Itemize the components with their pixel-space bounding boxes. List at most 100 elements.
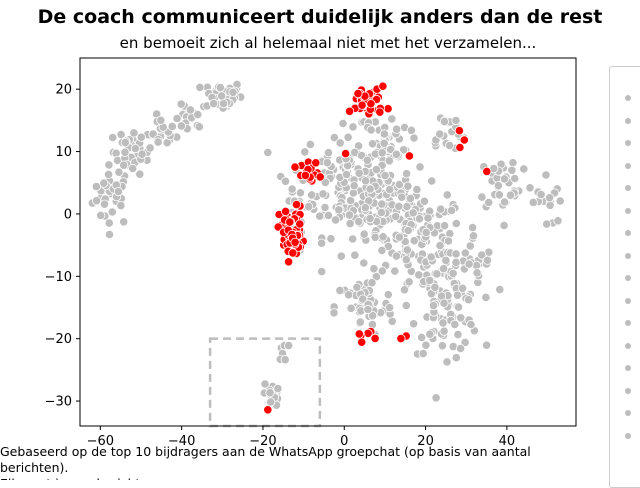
point-s0-548 [432, 269, 442, 279]
point-s1-925 [454, 126, 464, 136]
point-s0-141 [218, 99, 229, 109]
point-s0-302 [344, 210, 355, 220]
point-s0-64 [130, 143, 140, 154]
point-s0-103 [176, 121, 186, 131]
x-tick-label: −40 [168, 434, 195, 449]
point-s0-687 [387, 114, 397, 124]
point-s1-931 [354, 329, 364, 339]
point-s0-490 [451, 249, 461, 259]
point-s0-627 [508, 158, 518, 168]
legend-marker [625, 252, 631, 259]
point-s0-377 [365, 184, 375, 194]
point-s0-657 [493, 181, 503, 191]
point-s0-561 [451, 353, 461, 363]
point-s0-718 [348, 122, 358, 132]
point-s0-102 [194, 122, 204, 132]
point-s0-649 [525, 183, 535, 193]
point-s0-83 [153, 137, 163, 147]
point-s0-63 [137, 149, 147, 159]
point-s0-204 [300, 147, 310, 157]
point-s0-797 [280, 355, 290, 365]
x-tick-label: 40 [499, 434, 516, 449]
point-s0-522 [431, 393, 441, 403]
point-s0-566 [466, 319, 476, 330]
point-s0-142 [209, 99, 219, 109]
point-s1-912 [375, 107, 385, 117]
point-s0-32 [99, 178, 109, 188]
point-s0-717 [366, 125, 376, 135]
point-s0-175 [263, 147, 273, 158]
point-s0-66 [119, 160, 129, 170]
point-s0-635 [477, 192, 487, 202]
point-s1-936 [404, 151, 414, 161]
point-s0-381 [377, 199, 387, 209]
point-s0-557 [453, 329, 463, 340]
point-s0-482 [377, 245, 387, 256]
point-s0-502 [418, 348, 428, 359]
point-s0-658 [494, 190, 504, 200]
point-s0-536 [426, 252, 436, 262]
point-s0-538 [495, 284, 505, 295]
point-s0-506 [416, 332, 427, 342]
point-s1-882 [300, 170, 310, 180]
legend-marker [625, 162, 631, 169]
point-s0-802 [541, 170, 551, 180]
point-s0-25 [104, 160, 114, 170]
point-s0-463 [394, 232, 405, 242]
point-s0-144 [228, 87, 238, 97]
point-s0-461 [399, 285, 410, 295]
point-s0-812 [555, 196, 565, 206]
x-tick-label: 20 [417, 434, 434, 449]
y-tick-label: 20 [55, 83, 72, 98]
legend-marker [625, 275, 631, 281]
point-s0-163 [315, 211, 325, 221]
point-s0-262 [317, 266, 327, 277]
caption: Gebaseerd op de top 10 bijdragers aan de… [0, 444, 531, 475]
point-s1-934 [263, 405, 273, 415]
point-s0-68 [145, 143, 155, 153]
point-s0-572 [439, 298, 449, 308]
point-s1-935 [482, 166, 492, 176]
point-s1-933 [396, 333, 406, 344]
point-s0-417 [405, 193, 415, 203]
point-s0-554 [421, 340, 431, 350]
point-s0-89 [156, 115, 166, 125]
point-s0-404 [394, 201, 404, 211]
point-s0-332 [348, 234, 358, 244]
point-s0-309 [391, 251, 401, 261]
point-s0-346 [349, 181, 359, 191]
point-s0-52 [120, 147, 130, 157]
point-s0-603 [335, 285, 345, 295]
point-s1-856 [295, 219, 305, 229]
point-s0-720 [362, 155, 372, 165]
point-s0-613 [355, 317, 365, 327]
point-s0-348 [370, 232, 380, 242]
point-s0-101 [185, 105, 195, 115]
legend [609, 66, 640, 488]
point-s0-488 [408, 319, 419, 329]
point-s0-470 [409, 236, 419, 246]
point-s1-829 [283, 257, 294, 267]
point-s0-289 [359, 258, 369, 268]
point-s0-20 [119, 217, 129, 227]
point-s0-1 [103, 169, 114, 179]
point-s0-31 [92, 196, 102, 206]
point-s0-436 [427, 176, 437, 186]
point-s0-122 [195, 82, 205, 93]
point-s0-516 [439, 326, 449, 336]
point-s0-336 [403, 181, 413, 191]
point-s0-669 [457, 283, 468, 293]
point-s0-279 [341, 169, 352, 180]
point-s0-682 [464, 259, 474, 269]
point-s1-919 [344, 106, 355, 116]
point-s1-880 [311, 158, 321, 168]
point-s0-61 [136, 132, 146, 142]
legend-marker [625, 432, 631, 439]
point-s0-518 [442, 357, 452, 367]
point-s0-622 [367, 311, 378, 321]
point-s0-623 [384, 302, 395, 313]
point-s0-24 [91, 182, 102, 192]
point-s0-601 [383, 290, 393, 300]
legend-marker [625, 387, 631, 394]
point-s0-59 [128, 163, 138, 174]
